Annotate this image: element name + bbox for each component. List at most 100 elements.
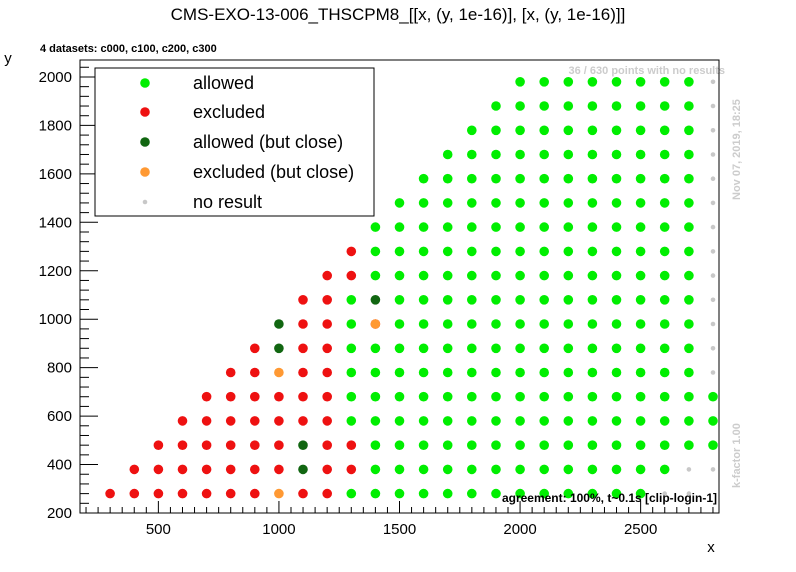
point-excluded (298, 488, 308, 499)
point-allowed (611, 319, 622, 329)
point-allowed (491, 440, 501, 451)
point-allowed (563, 367, 574, 378)
point-allowed (418, 391, 429, 402)
point-excluded (346, 270, 357, 281)
point-allowed (515, 77, 525, 87)
point-allowed (539, 343, 549, 354)
point-allowed (659, 173, 670, 184)
point-allowed (611, 295, 622, 305)
point-allowed (635, 222, 646, 232)
x-tick-label: 2500 (624, 521, 657, 538)
point-allowed (442, 173, 453, 184)
point-allowed (635, 416, 646, 426)
point-allowed (346, 488, 357, 499)
point-excluded (250, 488, 260, 499)
point-allowed (442, 391, 453, 402)
point-allowed (659, 440, 670, 451)
point-allowed (708, 416, 718, 426)
point-allowed (442, 270, 453, 281)
agreement-annotation: agreement: 100%, t~0.1s [clip-login-1] (502, 491, 717, 505)
point-no-result (710, 176, 716, 181)
point-allowed (563, 77, 574, 87)
point-allowed (418, 198, 429, 208)
point-allowed (442, 367, 453, 378)
x-tick-label: 500 (146, 521, 171, 538)
point-allowed (418, 270, 429, 281)
point-no-result (710, 370, 716, 375)
point-no-result (710, 297, 716, 303)
point-allowed (611, 464, 622, 475)
legend-label: excluded (193, 102, 265, 122)
y-tick-label: 1000 (39, 311, 72, 328)
point-allowed (539, 222, 549, 232)
point-allowed (491, 295, 501, 305)
point-allowed (611, 488, 622, 499)
point-allowed (611, 222, 622, 232)
legend-label: allowed (193, 73, 254, 93)
point-allowed (515, 173, 525, 184)
point-allowed (659, 343, 670, 354)
point-allowed (635, 149, 646, 160)
point-allowed (659, 222, 670, 232)
point-allowed (346, 416, 357, 426)
points-info-text: 36 / 630 points with no results (569, 65, 725, 77)
point-excluded (201, 464, 212, 475)
point-allowed (491, 488, 501, 499)
point-allowed (442, 488, 453, 499)
point-excluded (153, 488, 164, 499)
point-allowed (635, 343, 646, 354)
point-allowed (611, 270, 622, 281)
point-no-result (710, 200, 716, 206)
point-allowed (635, 173, 646, 184)
point-excluded (105, 488, 115, 499)
point-excluded (225, 464, 236, 475)
point-excluded (225, 440, 236, 451)
point-allowed (563, 101, 574, 111)
point-allowed (539, 198, 549, 208)
point-excluded (153, 440, 164, 451)
point-allowed (659, 149, 670, 160)
point-allowed (635, 270, 646, 281)
point-allowed (442, 246, 453, 257)
point-excluded (250, 391, 260, 402)
point-allowed-but-close (274, 343, 284, 354)
kfactor-annotation: k-factor 1.00 (731, 423, 743, 488)
point-allowed (539, 440, 549, 451)
point-excluded (201, 488, 212, 499)
point-allowed (587, 319, 598, 329)
point-allowed (418, 488, 429, 499)
point-allowed (708, 391, 718, 402)
point-excluded (201, 440, 212, 451)
point-allowed (370, 391, 381, 402)
point-allowed (563, 198, 574, 208)
y-tick-label: 800 (47, 360, 72, 377)
point-allowed (587, 367, 598, 378)
point-allowed (515, 149, 525, 160)
point-allowed (394, 464, 405, 475)
y-tick-label: 1800 (39, 117, 72, 134)
point-allowed (370, 270, 381, 281)
point-allowed (635, 319, 646, 329)
chart-title: CMS-EXO-13-006_THSCPM8_[[x, (y, 1e-16)],… (171, 5, 626, 24)
point-allowed (467, 173, 477, 184)
point-allowed (587, 464, 598, 475)
point-excluded (346, 440, 357, 451)
point-allowed (370, 488, 381, 499)
point-allowed (684, 440, 694, 451)
point-allowed (467, 198, 477, 208)
point-allowed (539, 319, 549, 329)
point-allowed (442, 343, 453, 354)
point-allowed (467, 416, 477, 426)
point-allowed (394, 319, 405, 329)
point-allowed (539, 416, 549, 426)
legend-marker (142, 199, 148, 205)
point-allowed (684, 198, 694, 208)
point-excluded (322, 343, 333, 354)
point-allowed (370, 246, 381, 257)
point-allowed (563, 173, 574, 184)
point-allowed (635, 198, 646, 208)
point-excluded (298, 416, 308, 426)
x-tick-label: 1500 (383, 521, 416, 538)
point-allowed (684, 101, 694, 111)
point-allowed (467, 319, 477, 329)
